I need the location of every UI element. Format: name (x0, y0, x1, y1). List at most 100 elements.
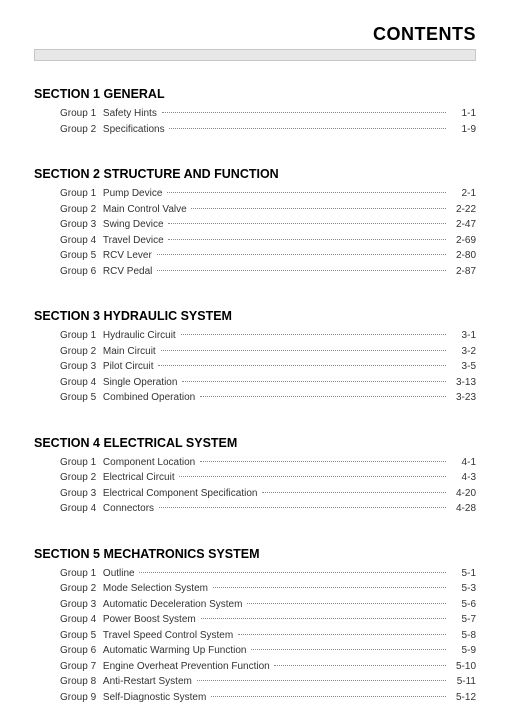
group-number: Group 1 (60, 328, 100, 344)
page-number: 2-80 (448, 248, 476, 264)
toc-entry: Group 1 Component Location 4-1 (60, 455, 476, 471)
group-title: Electrical Circuit (100, 470, 177, 486)
page-number: 3-1 (448, 328, 476, 344)
group-number: Group 4 (60, 612, 100, 628)
group-title: Automatic Warming Up Function (100, 643, 249, 659)
section-heading: SECTION 5 MECHATRONICS SYSTEM (34, 547, 476, 561)
page-number: 5-11 (448, 674, 476, 690)
toc-entry: Group 5 Combined Operation 3-23 (60, 390, 476, 406)
page-number: 2-22 (448, 202, 476, 218)
toc-entry: Group 2 Mode Selection System 5-3 (60, 581, 476, 597)
group-number: Group 9 (60, 690, 100, 706)
dot-leader (159, 507, 446, 508)
toc-entry: Group 2 Main Circuit 3-2 (60, 344, 476, 360)
section-title: MECHATRONICS SYSTEM (103, 547, 259, 561)
page-number: 3-2 (448, 344, 476, 360)
toc-entry: Group 7 Engine Overheat Prevention Funct… (60, 659, 476, 675)
group-number: Group 1 (60, 566, 100, 582)
dot-leader (167, 192, 446, 193)
section-heading: SECTION 1 GENERAL (34, 87, 476, 101)
toc-entry: Group 8 Anti-Restart System 5-11 (60, 674, 476, 690)
toc-entry: Group 4 Single Operation 3-13 (60, 375, 476, 391)
dot-leader (191, 208, 446, 209)
page-number: 3-5 (448, 359, 476, 375)
dot-leader (251, 649, 446, 650)
sections-container: SECTION 1 GENERAL Group 1 Safety Hints 1-… (34, 87, 476, 705)
group-number: Group 5 (60, 248, 100, 264)
dot-leader (262, 492, 446, 493)
page-number: 5-10 (448, 659, 476, 675)
toc-entry: Group 5 RCV Lever 2-80 (60, 248, 476, 264)
toc-entry: Group 6 RCV Pedal 2-87 (60, 264, 476, 280)
group-title: Pilot Circuit (100, 359, 156, 375)
group-list: Group 1 Safety Hints 1-1Group 2 Specific… (34, 106, 476, 137)
dot-leader (158, 365, 446, 366)
group-number: Group 2 (60, 344, 100, 360)
group-title: Engine Overheat Prevention Function (100, 659, 272, 675)
section-number: SECTION 3 (34, 309, 100, 323)
toc-entry: Group 3 Swing Device 2-47 (60, 217, 476, 233)
toc-entry: Group 3 Automatic Deceleration System 5-… (60, 597, 476, 613)
group-number: Group 1 (60, 455, 100, 471)
group-title: Safety Hints (100, 106, 159, 122)
page-number: 5-7 (448, 612, 476, 628)
page-number: 2-1 (448, 186, 476, 202)
section-title: ELECTRICAL SYSTEM (103, 436, 237, 450)
dot-leader (181, 334, 447, 335)
group-title: Connectors (100, 501, 157, 517)
group-number: Group 3 (60, 597, 100, 613)
group-title: Self-Diagnostic System (100, 690, 209, 706)
toc-entry: Group 5 Travel Speed Control System 5-8 (60, 628, 476, 644)
page-number: 3-13 (448, 375, 476, 391)
toc-entry: Group 9 Self-Diagnostic System 5-12 (60, 690, 476, 706)
dot-leader (168, 223, 446, 224)
page: CONTENTS SECTION 1 GENERAL Group 1 Safety… (0, 0, 510, 725)
dot-leader (238, 634, 446, 635)
group-number: Group 3 (60, 217, 100, 233)
group-number: Group 2 (60, 202, 100, 218)
group-title: Single Operation (100, 375, 180, 391)
group-number: Group 3 (60, 486, 100, 502)
page-number: 5-12 (448, 690, 476, 706)
toc-section: SECTION 1 GENERAL Group 1 Safety Hints 1-… (34, 87, 476, 137)
group-number: Group 1 (60, 186, 100, 202)
group-title: Hydraulic Circuit (100, 328, 178, 344)
section-title: HYDRAULIC SYSTEM (103, 309, 231, 323)
section-title: GENERAL (103, 87, 164, 101)
toc-entry: Group 1 Safety Hints 1-1 (60, 106, 476, 122)
group-title: Travel Speed Control System (100, 628, 236, 644)
page-number: 5-6 (448, 597, 476, 613)
group-number: Group 6 (60, 643, 100, 659)
group-number: Group 5 (60, 628, 100, 644)
page-number: 5-8 (448, 628, 476, 644)
group-title: Component Location (100, 455, 198, 471)
group-number: Group 2 (60, 581, 100, 597)
dot-leader (162, 112, 446, 113)
toc-section: SECTION 4 ELECTRICAL SYSTEMGroup 1 Compo… (34, 436, 476, 517)
group-list: Group 1 Outline 5-1Group 2 Mode Selectio… (34, 566, 476, 706)
toc-entry: Group 6 Automatic Warming Up Function 5-… (60, 643, 476, 659)
group-title: Swing Device (100, 217, 166, 233)
group-title: Main Circuit (100, 344, 158, 360)
dot-leader (157, 270, 446, 271)
group-list: Group 1 Pump Device 2-1Group 2 Main Cont… (34, 186, 476, 279)
toc-entry: Group 2 Electrical Circuit 4-3 (60, 470, 476, 486)
group-number: Group 4 (60, 233, 100, 249)
page-number: 4-1 (448, 455, 476, 471)
page-number: 4-3 (448, 470, 476, 486)
toc-entry: Group 3 Electrical Component Specificati… (60, 486, 476, 502)
page-number: 3-23 (448, 390, 476, 406)
group-number: Group 2 (60, 470, 100, 486)
group-title: Travel Device (100, 233, 166, 249)
page-number: 1-9 (448, 122, 476, 138)
dot-leader (274, 665, 446, 666)
group-title: Pump Device (100, 186, 165, 202)
dot-leader (200, 461, 446, 462)
toc-section: SECTION 5 MECHATRONICS SYSTEMGroup 1 Out… (34, 547, 476, 706)
dot-leader (169, 128, 446, 129)
dot-leader (247, 603, 446, 604)
page-title: CONTENTS (34, 24, 476, 45)
toc-entry: Group 4 Travel Device 2-69 (60, 233, 476, 249)
page-number: 4-20 (448, 486, 476, 502)
page-number: 5-1 (448, 566, 476, 582)
